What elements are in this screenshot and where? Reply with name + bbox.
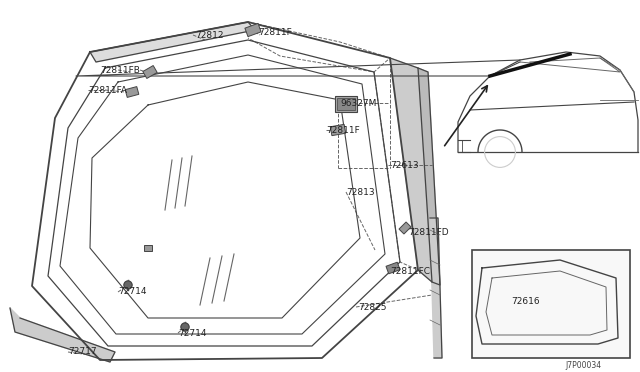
- Polygon shape: [430, 218, 442, 358]
- Text: 72811FC: 72811FC: [390, 267, 430, 276]
- Circle shape: [181, 323, 189, 331]
- Polygon shape: [399, 222, 411, 234]
- Polygon shape: [386, 262, 400, 274]
- Text: 72717: 72717: [68, 347, 97, 356]
- Polygon shape: [144, 245, 152, 251]
- Polygon shape: [330, 124, 346, 136]
- Text: 72714: 72714: [178, 328, 207, 337]
- Text: 72812: 72812: [195, 31, 223, 39]
- Text: 72811F: 72811F: [258, 28, 292, 36]
- Text: 72616: 72616: [511, 298, 540, 307]
- Text: 72613: 72613: [390, 160, 419, 170]
- Polygon shape: [90, 22, 255, 62]
- Text: 72825: 72825: [358, 302, 387, 311]
- Text: 72811F: 72811F: [326, 125, 360, 135]
- Polygon shape: [418, 68, 440, 285]
- Bar: [337, 98, 355, 110]
- Polygon shape: [245, 23, 261, 36]
- Polygon shape: [10, 308, 115, 362]
- Circle shape: [124, 281, 132, 289]
- Polygon shape: [125, 87, 139, 97]
- Bar: [472, 250, 630, 358]
- Polygon shape: [390, 58, 432, 282]
- Text: 96327M: 96327M: [340, 99, 376, 108]
- Text: 72714: 72714: [118, 288, 147, 296]
- Text: 72811FB: 72811FB: [100, 65, 140, 74]
- Text: 72813: 72813: [346, 187, 374, 196]
- Bar: [335, 96, 357, 112]
- Text: 72811FA: 72811FA: [88, 86, 127, 94]
- Polygon shape: [143, 65, 157, 78]
- Text: 72811FD: 72811FD: [408, 228, 449, 237]
- Text: J7P00034: J7P00034: [565, 360, 601, 369]
